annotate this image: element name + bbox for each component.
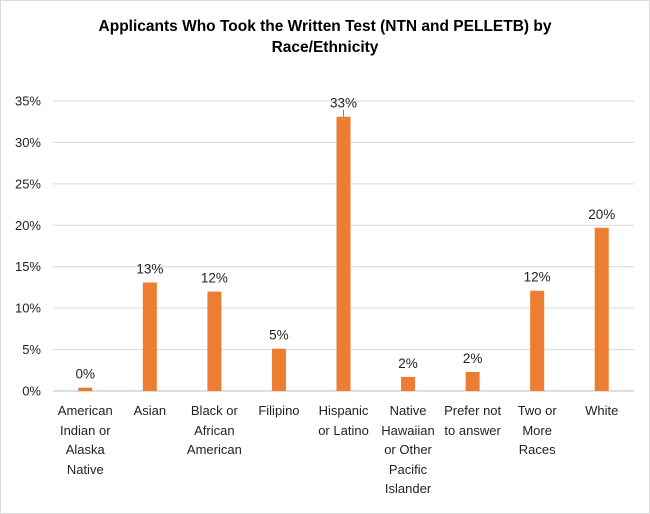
bar: [336, 116, 351, 391]
bar: [207, 291, 222, 391]
y-tick-label: 15%: [15, 259, 41, 274]
data-label: 2%: [463, 351, 483, 366]
bar: [594, 227, 609, 391]
data-label: 12%: [201, 271, 228, 286]
data-label: 13%: [136, 261, 163, 276]
bar: [142, 282, 157, 391]
y-tick-label: 5%: [22, 342, 41, 357]
data-label: 0%: [76, 367, 96, 382]
y-tick-label: 10%: [15, 301, 41, 316]
data-label: 5%: [269, 328, 289, 343]
y-tick-label: 0%: [22, 384, 41, 399]
y-tick-label: 30%: [15, 135, 41, 150]
data-label: 33%: [330, 96, 357, 111]
data-label: 12%: [524, 270, 551, 285]
y-tick-label: 35%: [15, 94, 41, 109]
chart-title-line-1: Applicants Who Took the Written Test (NT…: [98, 18, 552, 35]
bar: [271, 348, 286, 391]
x-category-label: Hispanic or Latino: [318, 403, 369, 438]
x-category-label: Asian: [133, 403, 167, 418]
data-label: 20%: [588, 207, 615, 222]
x-category-label: Two or More Races: [517, 403, 557, 457]
x-category-label: Prefer not to answer: [444, 403, 502, 438]
x-category-label: White: [585, 403, 619, 418]
bar: [78, 387, 93, 391]
bar: [465, 371, 480, 391]
x-category-label: Filipino: [258, 403, 300, 418]
y-tick-label: 20%: [15, 218, 41, 233]
chart-title-line-2: Race/Ethnicity: [271, 39, 379, 56]
bar: [530, 290, 545, 391]
x-category-label: Native Hawaiian or Other Pacific Islande…: [381, 403, 435, 496]
chart-title: Applicants Who Took the Written Test (NT…: [75, 16, 575, 58]
data-label: 2%: [398, 356, 418, 371]
x-category-label: Black or African American: [186, 403, 242, 457]
bar: [401, 376, 416, 391]
y-tick-label: 25%: [15, 176, 41, 191]
x-category-label: American Indian or Alaska Native: [57, 403, 113, 477]
